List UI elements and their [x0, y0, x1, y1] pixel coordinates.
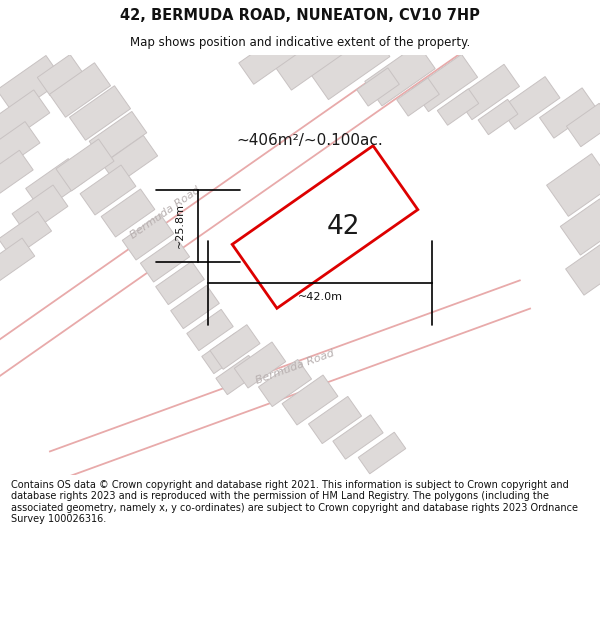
Polygon shape	[26, 159, 85, 211]
Polygon shape	[155, 261, 205, 304]
Polygon shape	[457, 64, 520, 120]
Polygon shape	[103, 136, 158, 184]
Polygon shape	[412, 54, 478, 112]
Polygon shape	[566, 245, 600, 295]
Text: 42: 42	[326, 214, 360, 240]
Polygon shape	[259, 359, 311, 407]
Text: Bermuda Road: Bermuda Road	[254, 348, 336, 386]
Text: 42, BERMUDA ROAD, NUNEATON, CV10 7HP: 42, BERMUDA ROAD, NUNEATON, CV10 7HP	[120, 8, 480, 23]
Polygon shape	[140, 238, 190, 282]
Polygon shape	[547, 154, 600, 216]
Polygon shape	[357, 68, 399, 106]
Polygon shape	[0, 90, 50, 146]
Text: ~42.0m: ~42.0m	[298, 292, 343, 302]
Polygon shape	[216, 356, 260, 394]
Polygon shape	[365, 44, 435, 106]
Polygon shape	[122, 214, 174, 260]
Polygon shape	[310, 31, 390, 99]
Text: Contains OS data © Crown copyright and database right 2021. This information is : Contains OS data © Crown copyright and d…	[11, 479, 578, 524]
Polygon shape	[478, 99, 518, 135]
Polygon shape	[500, 77, 560, 129]
Polygon shape	[308, 396, 362, 444]
Text: Map shows position and indicative extent of the property.: Map shows position and indicative extent…	[130, 36, 470, 49]
Polygon shape	[210, 324, 260, 369]
Polygon shape	[202, 332, 248, 374]
Polygon shape	[539, 88, 596, 138]
Text: ~25.8m: ~25.8m	[175, 204, 185, 249]
Polygon shape	[170, 286, 220, 329]
Polygon shape	[187, 309, 233, 351]
Polygon shape	[89, 111, 147, 162]
Polygon shape	[437, 89, 479, 125]
Polygon shape	[275, 30, 344, 90]
Polygon shape	[239, 30, 301, 84]
Polygon shape	[566, 103, 600, 147]
Polygon shape	[80, 165, 136, 215]
Polygon shape	[12, 185, 68, 235]
Polygon shape	[232, 146, 418, 308]
Polygon shape	[70, 86, 131, 140]
Polygon shape	[37, 54, 83, 96]
Polygon shape	[101, 189, 155, 237]
Polygon shape	[333, 415, 383, 459]
Polygon shape	[560, 199, 600, 255]
Polygon shape	[358, 432, 406, 474]
Polygon shape	[0, 150, 33, 200]
Polygon shape	[282, 375, 338, 425]
Polygon shape	[234, 342, 286, 388]
Polygon shape	[49, 62, 110, 118]
Polygon shape	[56, 139, 114, 191]
Polygon shape	[0, 122, 40, 174]
Polygon shape	[0, 238, 35, 282]
Polygon shape	[0, 211, 52, 259]
Polygon shape	[397, 78, 439, 116]
Polygon shape	[0, 56, 63, 114]
Text: Bermuda Road: Bermuda Road	[128, 185, 202, 241]
Text: ~406m²/~0.100ac.: ~406m²/~0.100ac.	[236, 132, 383, 148]
